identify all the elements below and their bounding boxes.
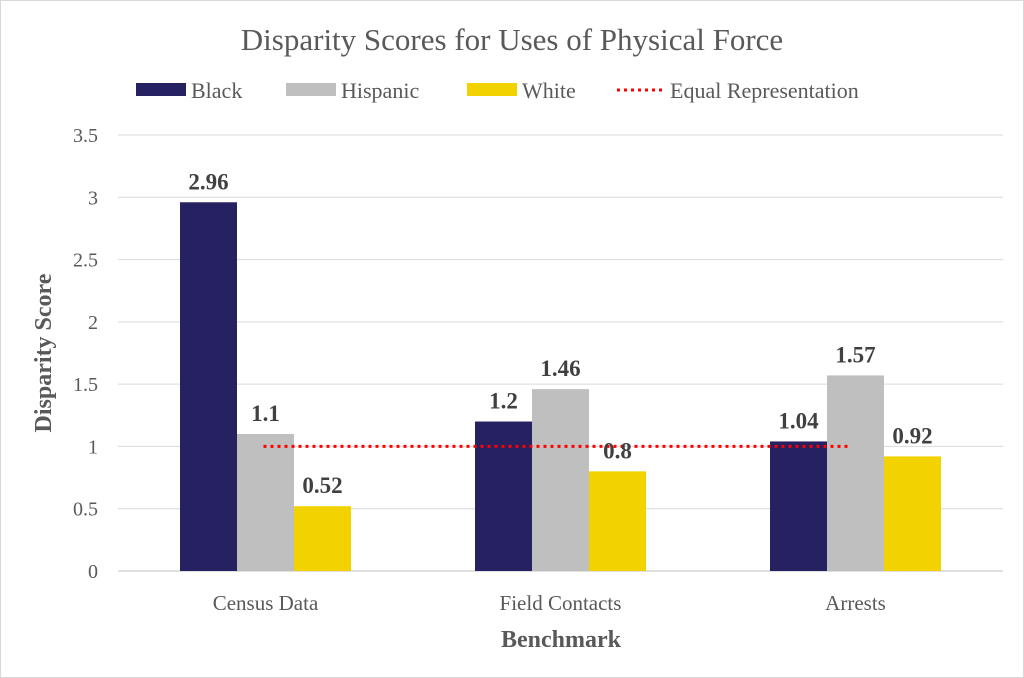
data-labels: 2.96 1.1 0.52 1.2 1.46 0.8 1.04 1.57 0.92 <box>188 169 932 498</box>
bar-hispanic <box>827 375 884 571</box>
bar-white <box>294 506 351 571</box>
bars <box>180 202 941 572</box>
bar-black <box>475 421 532 571</box>
data-label: 2.96 <box>188 169 228 194</box>
x-axis-title: Benchmark <box>501 627 622 653</box>
bar-black <box>770 441 827 571</box>
x-tick-label: Arrests <box>825 591 886 615</box>
legend-label: White <box>522 78 576 103</box>
y-tick-label: 2 <box>88 312 98 334</box>
bar-hispanic <box>237 433 294 571</box>
y-axis-title: Disparity Score <box>31 273 57 432</box>
data-label: 1.04 <box>778 408 819 433</box>
y-tick-label: 3.5 <box>73 125 98 147</box>
legend-swatch-white <box>467 83 517 96</box>
data-label: 1.1 <box>251 401 280 426</box>
data-label: 0.92 <box>892 423 932 448</box>
data-label: 0.52 <box>302 473 342 498</box>
legend: Black Hispanic White Equal Representation <box>136 78 859 103</box>
bar-hispanic <box>532 389 589 571</box>
bar-black <box>180 202 237 572</box>
data-label: 1.57 <box>835 342 875 367</box>
y-tick-label: 0 <box>88 561 98 583</box>
data-label: 0.8 <box>603 438 632 463</box>
y-tick-label: 3 <box>88 187 98 209</box>
legend-label: Black <box>191 78 242 103</box>
data-label: 1.2 <box>489 389 518 414</box>
legend-label: Equal Representation <box>670 78 859 103</box>
y-tick-label: 2.5 <box>73 250 98 272</box>
bar-white <box>884 456 941 571</box>
bar-white <box>589 471 646 571</box>
legend-swatch-hispanic <box>286 83 336 96</box>
legend-swatch-black <box>136 83 186 96</box>
chart-title: Disparity Scores for Uses of Physical Fo… <box>241 22 783 57</box>
legend-label: Hispanic <box>341 78 419 103</box>
y-tick-label: 1.5 <box>73 374 98 396</box>
x-tick-label: Field Contacts <box>500 591 622 615</box>
data-label: 1.46 <box>540 356 580 381</box>
x-tick-label: Census Data <box>213 591 319 615</box>
y-tick-label: 0.5 <box>73 499 98 521</box>
y-tick-label: 1 <box>88 436 98 458</box>
